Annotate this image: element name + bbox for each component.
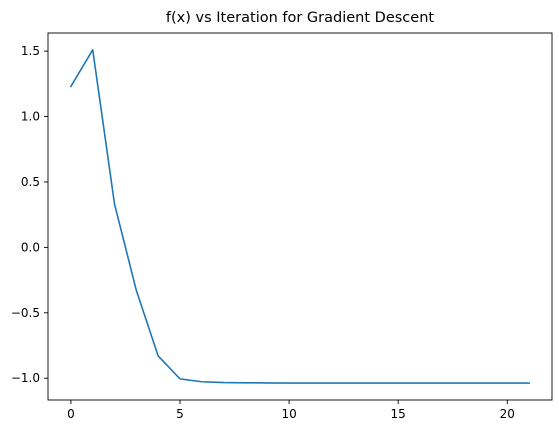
y-tick-label: −0.5 (11, 306, 40, 320)
y-axis: −1.0 −0.5 0.0 0.5 1.0 1.5 (11, 44, 48, 385)
x-tick-label: 10 (281, 407, 296, 421)
y-tick-label: 0.0 (21, 240, 40, 254)
series-layer (69, 49, 530, 384)
x-tick-label: 20 (500, 407, 515, 421)
x-tick-label: 5 (176, 407, 184, 421)
plot-area (48, 33, 552, 400)
chart-title: f(x) vs Iteration for Gradient Descent (166, 10, 434, 26)
x-axis: 0 5 10 15 20 (67, 400, 515, 421)
y-tick-label: 0.5 (21, 175, 40, 189)
axes-frame (47, 32, 553, 401)
series-line (69, 49, 530, 384)
y-tick-label: −1.0 (11, 371, 40, 385)
x-tick-label: 15 (391, 407, 406, 421)
y-tick-label: 1.0 (21, 110, 40, 124)
x-tick-label: 0 (67, 407, 75, 421)
y-tick-label: 1.5 (21, 44, 40, 58)
